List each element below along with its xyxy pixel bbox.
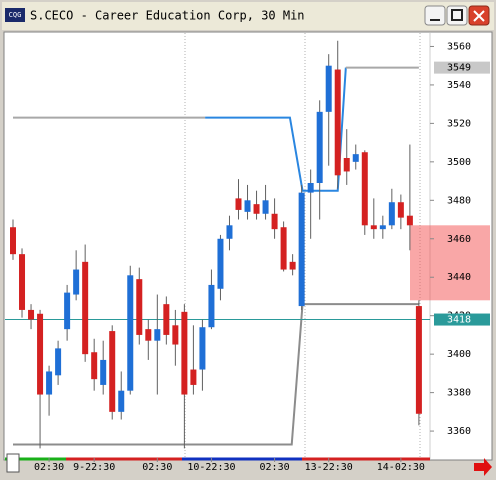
candle-body [82, 261, 89, 355]
candle-body [136, 279, 143, 335]
price-marker [434, 313, 490, 326]
candle-body [361, 152, 368, 226]
x-tick-label: 02:30 [142, 462, 172, 473]
candle-body [244, 200, 251, 212]
candle-body [64, 292, 71, 330]
candle-body [325, 65, 332, 112]
candle-body [172, 325, 179, 345]
candle-body [37, 313, 44, 395]
candle-body [352, 154, 359, 162]
y-tick-label: 3400 [447, 349, 471, 360]
candle-body [226, 225, 233, 239]
candle-body [73, 269, 80, 295]
app-icon-text: CQG [9, 11, 22, 19]
y-tick-label: 3460 [447, 234, 471, 245]
candle-body [235, 198, 242, 210]
price-marker-label: 3549 [447, 63, 471, 74]
candle-body [46, 371, 53, 395]
level-line [13, 303, 419, 446]
candle-body [10, 227, 16, 255]
y-tick-label: 3500 [447, 157, 471, 168]
scroll-box[interactable] [6, 453, 20, 473]
x-tick-label: 02:30 [260, 462, 290, 473]
candle-body [289, 261, 296, 270]
candle-body [118, 390, 125, 412]
minimize-button[interactable] [424, 5, 446, 26]
price-marker [434, 61, 490, 74]
price-marker-label: 3418 [447, 315, 471, 326]
candle-body [199, 327, 206, 370]
x-tick-label: 9-22:30 [73, 462, 115, 473]
candle-body [262, 200, 269, 214]
candle-body [415, 306, 422, 414]
close-button[interactable] [468, 5, 490, 26]
y-tick-label: 3360 [447, 426, 471, 437]
candle-body [163, 304, 170, 335]
candle-body [28, 309, 35, 320]
candle-body [19, 254, 26, 310]
y-tick-label: 3380 [447, 388, 471, 399]
y-tick-label: 3480 [447, 195, 471, 206]
y-tick-label: 3440 [447, 272, 471, 283]
candle-body [109, 331, 116, 412]
y-tick-label: 3540 [447, 80, 471, 91]
candle-body [271, 213, 278, 230]
candle-body [154, 329, 161, 341]
candle-body [190, 369, 197, 385]
x-tick-label: 10-22:30 [187, 462, 235, 473]
candle-body [370, 225, 377, 230]
candle-body [208, 284, 215, 328]
window-title: S.CECO - Career Education Corp, 30 Min [30, 9, 305, 23]
x-tick-label: 02:30 [34, 462, 64, 473]
candle-body [280, 227, 287, 270]
candle-body [217, 238, 224, 289]
highlight-zone [410, 225, 490, 301]
candle-body [181, 311, 188, 395]
scroll-right-arrow[interactable] [474, 458, 492, 476]
candle-body [379, 225, 386, 230]
maximize-button[interactable] [446, 5, 468, 26]
candle-body [298, 192, 305, 307]
candle-body [91, 352, 98, 380]
x-tick-label: 14-02:30 [377, 462, 425, 473]
candle-body [145, 329, 152, 341]
candle-body [307, 183, 314, 193]
candle-body [406, 215, 413, 226]
candle-body [316, 111, 323, 183]
x-tick-label: 13-22:30 [305, 462, 353, 473]
candle-body [397, 202, 404, 218]
candle-body [334, 69, 341, 176]
candle-body [127, 275, 134, 391]
title-bar [2, 2, 494, 30]
candle-body [55, 348, 62, 376]
y-tick-label: 3520 [447, 118, 471, 129]
candle-body [100, 359, 107, 385]
y-tick-label: 3560 [447, 41, 471, 52]
candle-body [388, 202, 395, 226]
candle-body [253, 204, 260, 214]
app-icon [5, 8, 25, 22]
candle-body [343, 158, 350, 172]
